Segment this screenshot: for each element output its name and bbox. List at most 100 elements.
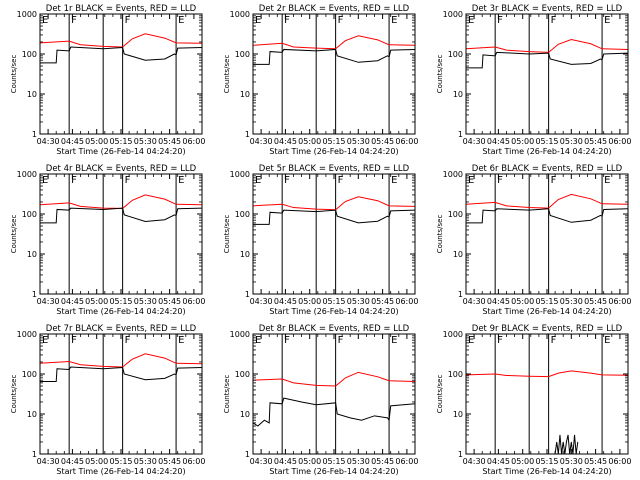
events-series-line <box>466 208 629 224</box>
lld-series-line <box>252 35 416 50</box>
panel-title: Det 6r BLACK = Events, RED = LLD <box>472 164 623 174</box>
x-tick-label: 05:30 <box>134 457 157 466</box>
marker-letter: F <box>338 175 344 186</box>
panel-title: Det 2r BLACK = Events, RED = LLD <box>259 4 410 14</box>
y-tick-label: 10 <box>27 90 37 99</box>
x-tick-label: 05:15 <box>535 137 558 146</box>
panel-title: Det 1r BLACK = Events, RED = LLD <box>46 4 197 14</box>
y-tick-label: 10 <box>240 250 250 259</box>
x-tick-label: 05:00 <box>511 137 534 146</box>
y-axis-label: Counts/sec <box>436 375 444 414</box>
marker-letter: E <box>42 175 48 186</box>
plot-frame <box>39 173 203 295</box>
marker-letter: E <box>255 335 261 346</box>
panel-title: Det 4r BLACK = Events, RED = LLD <box>46 164 197 174</box>
y-tick-label: 1 <box>245 450 250 459</box>
marker-letter: E <box>391 335 397 346</box>
x-tick-label: 05:00 <box>511 297 534 306</box>
x-tick-label: 04:45 <box>487 137 510 146</box>
x-tick-label: 05:30 <box>560 137 583 146</box>
marker-letter: F <box>125 175 131 186</box>
events-series-line <box>253 209 416 225</box>
x-tick-label: 06:00 <box>395 457 418 466</box>
marker-letter: F <box>284 335 290 346</box>
y-tick-label: 1000 <box>443 10 463 19</box>
marker-letter: F <box>71 175 77 186</box>
x-tick-label: 05:30 <box>134 137 157 146</box>
plot-frame <box>252 13 416 135</box>
marker-letter: F <box>497 335 503 346</box>
x-tick-label: 05:15 <box>109 297 132 306</box>
y-tick-label: 10 <box>453 90 463 99</box>
marker-letter: F <box>338 15 344 26</box>
y-tick-label: 1000 <box>17 330 37 339</box>
y-tick-label: 1 <box>458 130 463 139</box>
x-axis-label: Start Time (26-Feb-14 04:24:20) <box>482 307 611 316</box>
x-tick-label: 04:45 <box>274 457 297 466</box>
x-tick-label: 06:00 <box>608 137 631 146</box>
marker-letter: E <box>178 175 184 186</box>
events-series-line <box>40 366 203 382</box>
x-tick-label: 05:15 <box>109 137 132 146</box>
lld-series-line <box>252 196 416 211</box>
y-tick-label: 1000 <box>230 330 250 339</box>
x-tick-label: 05:00 <box>298 297 321 306</box>
marker-letter: E <box>604 335 610 346</box>
marker-letter: E <box>604 15 610 26</box>
y-tick-label: 1 <box>458 450 463 459</box>
y-axis-label: Counts/sec <box>436 55 444 94</box>
y-axis-label: Counts/sec <box>436 215 444 254</box>
x-tick-label: 04:30 <box>37 137 60 146</box>
x-tick-label: 05:15 <box>322 137 345 146</box>
y-tick-label: 1 <box>32 130 37 139</box>
events-series-line <box>466 51 629 69</box>
x-tick-label: 06:00 <box>608 297 631 306</box>
x-tick-label: 04:45 <box>274 297 297 306</box>
lld-series-line <box>465 193 629 209</box>
marker-letter: E <box>604 175 610 186</box>
x-tick-label: 05:45 <box>158 137 181 146</box>
marker-letter: F <box>338 335 344 346</box>
x-tick-label: 05:15 <box>322 297 345 306</box>
x-tick-label: 05:15 <box>109 457 132 466</box>
y-tick-label: 100 <box>22 210 37 219</box>
lld-series-line <box>39 194 203 209</box>
y-axis-label: Counts/sec <box>223 55 231 94</box>
x-tick-label: 04:45 <box>274 137 297 146</box>
x-tick-label: 05:00 <box>298 457 321 466</box>
y-tick-label: 100 <box>22 370 37 379</box>
panel-title: Det 8r BLACK = Events, RED = LLD <box>259 324 410 334</box>
marker-letter: F <box>497 175 503 186</box>
marker-letter: E <box>255 15 261 26</box>
x-axis-label: Start Time (26-Feb-14 04:24:20) <box>269 307 398 316</box>
x-tick-label: 06:00 <box>608 457 631 466</box>
marker-letter: F <box>71 15 77 26</box>
y-tick-label: 100 <box>235 50 250 59</box>
y-tick-label: 1000 <box>17 10 37 19</box>
x-tick-label: 06:00 <box>395 297 418 306</box>
x-tick-label: 05:15 <box>535 297 558 306</box>
y-tick-label: 100 <box>235 210 250 219</box>
x-tick-label: 06:00 <box>182 137 205 146</box>
plot-frame <box>465 173 629 295</box>
marker-letter: E <box>391 175 397 186</box>
y-tick-label: 1 <box>245 290 250 299</box>
x-tick-label: 05:30 <box>560 457 583 466</box>
x-tick-label: 04:45 <box>61 137 84 146</box>
x-tick-label: 05:45 <box>371 297 394 306</box>
events-series-line <box>252 397 416 427</box>
x-tick-label: 05:00 <box>85 137 108 146</box>
marker-letter: F <box>125 335 131 346</box>
marker-letter: F <box>284 15 290 26</box>
x-tick-label: 04:30 <box>250 457 273 466</box>
y-tick-label: 100 <box>448 370 463 379</box>
marker-letter: F <box>125 15 131 26</box>
x-tick-label: 05:30 <box>347 457 370 466</box>
y-tick-label: 100 <box>448 210 463 219</box>
plot-frame <box>39 13 203 135</box>
